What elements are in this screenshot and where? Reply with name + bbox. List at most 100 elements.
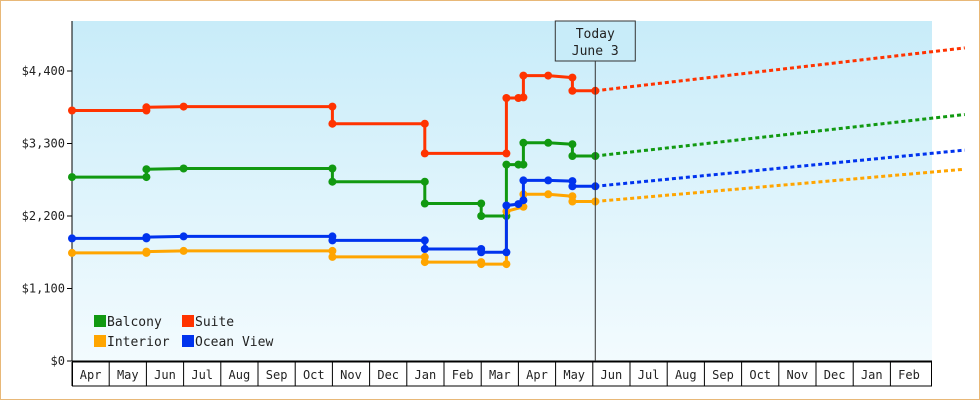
data-point: [519, 71, 528, 80]
data-point: [420, 199, 429, 208]
data-point: [502, 94, 511, 102]
data-point: [502, 260, 511, 269]
data-point: [519, 138, 528, 147]
series-balcony: [68, 113, 965, 220]
x-tick-label: Apr: [526, 368, 548, 382]
data-point: [179, 246, 188, 255]
data-point: [420, 245, 429, 253]
y-tick-label: $1,100: [22, 282, 65, 296]
legend-item-ocean-view: Ocean View: [182, 335, 273, 350]
legend-label: Balcony: [107, 315, 162, 330]
data-point: [420, 177, 429, 186]
y-tick-label: $4,400: [22, 64, 65, 78]
x-tick-label: Mar: [489, 368, 511, 382]
x-tick-label: Nov: [340, 368, 362, 382]
x-tick-label: Aug: [675, 368, 697, 382]
data-point: [502, 160, 511, 169]
x-tick-label: Sep: [712, 368, 734, 382]
legend-item-interior: Interior: [94, 335, 170, 350]
data-point: [179, 232, 188, 241]
plot-background: [72, 21, 932, 361]
data-point: [544, 176, 553, 185]
data-point: [68, 248, 76, 257]
legend: Balcony Suite Interior Ocean View: [94, 315, 273, 350]
today-marker: Today June 3: [554, 20, 636, 361]
legend-label: Suite: [195, 315, 234, 330]
x-tick-label: Feb: [452, 368, 474, 382]
today-label: Today: [576, 27, 615, 42]
y-axis: $0 $1,100 $2,200 $3,300 $4,400: [22, 21, 73, 368]
data-point: [328, 102, 337, 111]
legend-label: Ocean View: [195, 335, 273, 350]
x-tick-label: Jan: [861, 368, 883, 382]
x-tick-label: Aug: [229, 368, 251, 382]
data-point: [568, 73, 577, 82]
data-point: [420, 119, 429, 128]
data-point: [477, 212, 486, 220]
data-point: [142, 165, 151, 174]
data-point: [568, 182, 577, 191]
data-point: [544, 190, 553, 199]
series-projection-line: [595, 148, 965, 188]
data-point: [502, 248, 511, 257]
data-point: [68, 173, 76, 182]
series-suite: [68, 46, 965, 158]
y-tick-label: $2,200: [22, 209, 65, 223]
data-point: [142, 247, 151, 256]
x-tick-label: Jun: [154, 368, 176, 382]
legend-swatch: [94, 315, 106, 327]
x-tick-label: Jul: [638, 368, 660, 382]
x-tick-label: Dec: [377, 368, 399, 382]
x-tick-label: May: [563, 368, 585, 382]
x-tick-label: Jun: [601, 368, 623, 382]
data-point: [179, 102, 188, 111]
data-point: [568, 140, 577, 149]
legend-swatch: [182, 315, 194, 327]
x-tick-label: May: [117, 368, 139, 382]
data-point: [142, 103, 151, 112]
legend-item-balcony: Balcony: [94, 315, 162, 330]
y-tick-label: $0: [51, 354, 65, 368]
data-point: [328, 236, 337, 245]
data-point: [420, 149, 429, 158]
data-point: [519, 196, 528, 205]
legend-item-suite: Suite: [182, 315, 234, 330]
x-tick-label: Nov: [787, 368, 809, 382]
legend-swatch: [94, 335, 106, 347]
series-projection-line: [595, 167, 965, 203]
today-box: [554, 20, 636, 62]
y-tick-label: $3,300: [22, 137, 65, 151]
data-point: [142, 233, 151, 242]
data-point: [68, 106, 76, 115]
x-tick-label: Oct: [749, 368, 771, 382]
x-tick-label: Apr: [80, 368, 102, 382]
data-point: [420, 236, 429, 245]
data-point: [328, 177, 337, 186]
data-point: [544, 138, 553, 147]
data-point: [502, 149, 511, 158]
data-point: [477, 260, 486, 269]
legend-label: Interior: [107, 335, 170, 350]
series-ocean-view: [68, 148, 965, 257]
x-tick-label: Dec: [824, 368, 846, 382]
data-point: [420, 258, 429, 267]
today-date-label: June 3: [572, 44, 619, 59]
series-projection-line: [595, 46, 965, 93]
data-point: [519, 176, 528, 185]
x-tick-label: Sep: [266, 368, 288, 382]
series-interior: [68, 167, 965, 269]
data-point: [519, 93, 528, 102]
data-point: [328, 246, 337, 255]
data-point: [328, 252, 337, 261]
data-point: [502, 201, 511, 210]
data-point: [68, 234, 76, 243]
x-tick-label: Jul: [191, 368, 213, 382]
x-axis: Apr May Jun Jul Aug Sep Oct Nov Dec Jan Feb Mar Apr M…: [71, 360, 932, 387]
series-projection-line: [595, 113, 965, 158]
data-point: [544, 71, 553, 80]
data-point: [179, 164, 188, 173]
data-point: [477, 199, 486, 208]
data-point: [519, 160, 528, 169]
